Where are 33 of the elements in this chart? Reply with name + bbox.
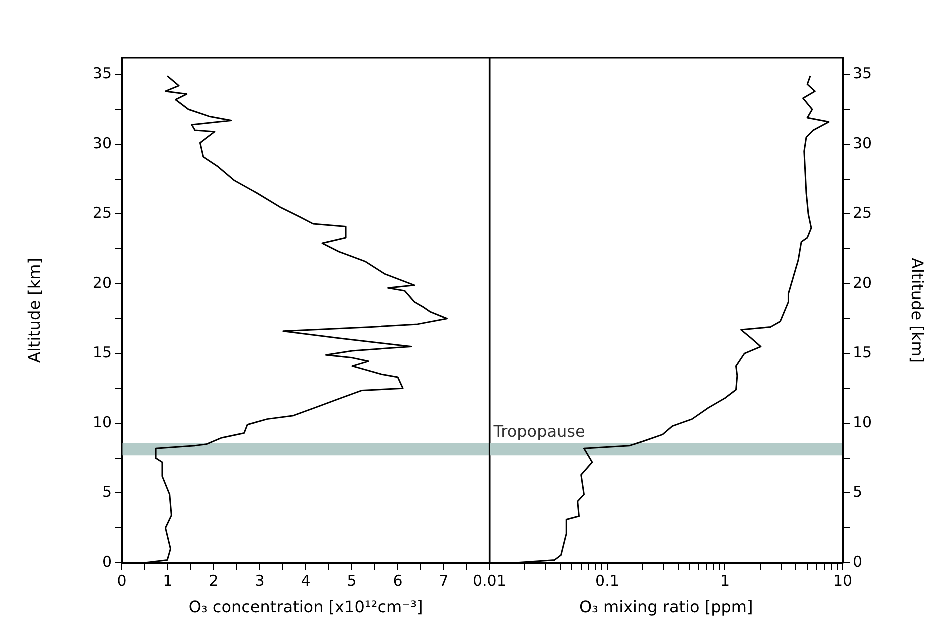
y-tick-label: 0 (102, 552, 112, 571)
x-tick-label: 10 (833, 572, 853, 590)
x-axis-title: O₃ mixing ratio [ppm] (579, 598, 754, 617)
x-tick-label: 7 (439, 572, 449, 590)
x-axis-title: O₃ concentration [x10¹²cm⁻³] (188, 598, 424, 617)
y-tick-label: 30 (92, 134, 112, 152)
x-tick-label: 6 (393, 572, 403, 590)
x-tick-label: 2 (209, 572, 219, 590)
x-tick-label: 4 (301, 572, 311, 590)
band-label: Tropopause (492, 422, 586, 442)
x-tick-label: 1 (720, 572, 730, 590)
y-tick-label: 20 (92, 274, 112, 292)
y2-axis-title: Altitude [km] (908, 258, 928, 363)
y-axis-title: Altitude [km] (24, 258, 44, 363)
y2-tick-label: 20 (853, 274, 872, 292)
x-tick-label: 0 (117, 572, 127, 590)
y-tick-label: 10 (92, 413, 112, 432)
x-tick-label: 1 (163, 572, 173, 590)
y2-tick-label: 30 (853, 134, 872, 152)
y-tick-label: 15 (92, 344, 112, 362)
y2-tick-label: 15 (853, 344, 872, 362)
y2-tick-label: 35 (853, 64, 872, 83)
y2-tick-label: 5 (853, 483, 863, 502)
x-tick-label: 0.1 (596, 572, 620, 590)
y2-tick-label: 25 (853, 204, 872, 222)
y-tick-label: 5 (102, 483, 112, 502)
x-tick-label: 3 (255, 572, 265, 590)
x-tick-label: 0.01 (472, 572, 506, 590)
y2-tick-label: 10 (853, 413, 872, 432)
x-tick-label: 5 (347, 572, 357, 590)
y-tick-label: 35 (92, 64, 112, 83)
y2-tick-label: 0 (853, 552, 863, 571)
y-tick-label: 25 (92, 204, 112, 222)
